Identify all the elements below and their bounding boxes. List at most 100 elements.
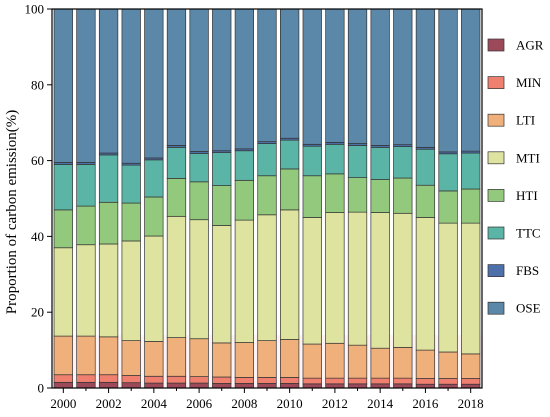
bar-hti-2001 bbox=[76, 205, 96, 246]
bar-ose-2018 bbox=[461, 8, 481, 152]
bar-ose-2000 bbox=[53, 8, 73, 163]
bar-lti-2010 bbox=[280, 339, 300, 378]
bar-agr-2003 bbox=[121, 382, 141, 389]
bar-agr-2012 bbox=[325, 383, 345, 389]
x-tick-label: 2018 bbox=[458, 396, 484, 411]
bars-group bbox=[53, 8, 481, 389]
legend-label-ttc: TTC bbox=[516, 226, 541, 241]
bar-min-2015 bbox=[393, 377, 413, 385]
bar-min-2011 bbox=[302, 377, 322, 385]
bar-agr-2008 bbox=[234, 383, 254, 389]
bar-ttc-2000 bbox=[53, 164, 73, 211]
bar-ttc-2004 bbox=[144, 159, 164, 198]
bar-min-2002 bbox=[98, 374, 119, 383]
bar-hti-2014 bbox=[370, 179, 390, 213]
x-tick-label: 2000 bbox=[50, 396, 76, 411]
y-tick-label: 60 bbox=[31, 153, 44, 168]
bar-ttc-2012 bbox=[325, 143, 345, 175]
x-tick-label: 2010 bbox=[277, 396, 303, 411]
bar-lti-2015 bbox=[393, 347, 413, 379]
bar-ttc-2018 bbox=[461, 152, 481, 190]
bar-ose-2001 bbox=[76, 8, 96, 163]
bar-ose-2014 bbox=[370, 8, 390, 146]
bar-ose-2006 bbox=[189, 8, 209, 152]
x-tick-label: 2014 bbox=[367, 396, 394, 411]
bar-min-2013 bbox=[347, 377, 368, 385]
bar-mti-2013 bbox=[347, 211, 368, 346]
bar-min-2009 bbox=[257, 377, 277, 384]
bar-ttc-2002 bbox=[98, 154, 119, 203]
bar-hti-2006 bbox=[189, 181, 209, 221]
bar-ose-2016 bbox=[415, 8, 436, 148]
bar-lti-2000 bbox=[53, 335, 73, 376]
bar-min-2008 bbox=[234, 377, 254, 384]
bar-hti-2002 bbox=[98, 201, 119, 245]
bar-min-2014 bbox=[370, 377, 390, 385]
bar-agr-2009 bbox=[257, 383, 277, 389]
bar-hti-2013 bbox=[347, 177, 368, 213]
bar-ose-2008 bbox=[234, 8, 254, 150]
bar-min-2012 bbox=[325, 377, 345, 385]
bar-ose-2011 bbox=[302, 8, 322, 145]
bar-ttc-2010 bbox=[280, 139, 300, 170]
bar-mti-2016 bbox=[415, 217, 436, 351]
bar-ttc-2003 bbox=[121, 164, 141, 204]
bar-agr-2011 bbox=[302, 383, 322, 389]
bar-lti-2003 bbox=[121, 340, 141, 376]
bar-min-2010 bbox=[280, 377, 300, 384]
bar-hti-2005 bbox=[166, 178, 187, 217]
bar-mti-2009 bbox=[257, 214, 277, 341]
bar-ose-2012 bbox=[325, 8, 345, 143]
bar-ose-2003 bbox=[121, 8, 141, 164]
legend-label-mti: MTI bbox=[516, 150, 540, 165]
bar-ttc-2001 bbox=[76, 164, 96, 207]
bar-hti-2008 bbox=[234, 179, 254, 221]
bar-hti-2004 bbox=[144, 196, 164, 237]
bar-mti-2000 bbox=[53, 247, 73, 337]
bar-ttc-2007 bbox=[212, 152, 232, 186]
legend-label-lti: LTI bbox=[516, 113, 535, 128]
legend-swatch-mti bbox=[487, 151, 505, 165]
bar-lti-2017 bbox=[438, 351, 458, 379]
bar-min-2001 bbox=[76, 374, 96, 383]
bar-hti-2015 bbox=[393, 177, 413, 214]
bar-agr-2014 bbox=[370, 383, 390, 389]
bar-min-2006 bbox=[189, 376, 209, 384]
x-tick-label: 2006 bbox=[186, 396, 213, 411]
bar-ttc-2014 bbox=[370, 146, 390, 180]
bar-mti-2008 bbox=[234, 219, 254, 343]
bar-ose-2007 bbox=[212, 8, 232, 152]
bar-agr-2006 bbox=[189, 382, 209, 389]
bar-agr-2004 bbox=[144, 382, 164, 389]
bar-lti-2002 bbox=[98, 336, 119, 376]
bar-lti-2011 bbox=[302, 343, 322, 379]
bar-lti-2009 bbox=[257, 340, 277, 378]
bar-lti-2008 bbox=[234, 342, 254, 378]
bar-lti-2012 bbox=[325, 342, 345, 379]
bar-mti-2017 bbox=[438, 222, 458, 353]
legend-label-min: MIN bbox=[516, 75, 542, 90]
legend-swatch-ttc bbox=[487, 226, 505, 240]
x-tick-label: 2016 bbox=[412, 396, 439, 411]
bar-lti-2001 bbox=[76, 335, 96, 376]
bar-mti-2004 bbox=[144, 235, 164, 342]
bar-ttc-2006 bbox=[189, 153, 209, 183]
bar-hti-2007 bbox=[212, 185, 232, 226]
bar-ose-2005 bbox=[166, 8, 187, 146]
bar-hti-2003 bbox=[121, 202, 141, 242]
legend-swatch-ose bbox=[487, 301, 505, 315]
legend-swatch-min bbox=[487, 76, 505, 89]
x-tick-label: 2002 bbox=[96, 396, 122, 411]
bar-hti-2017 bbox=[438, 190, 458, 224]
x-tick-label: 2004 bbox=[141, 396, 168, 411]
bar-agr-2007 bbox=[212, 383, 232, 389]
bar-hti-2000 bbox=[53, 209, 73, 249]
bar-hti-2010 bbox=[280, 168, 300, 211]
bar-min-2004 bbox=[144, 375, 164, 384]
bar-hti-2011 bbox=[302, 175, 322, 218]
bar-mti-2010 bbox=[280, 209, 300, 340]
bar-ose-2002 bbox=[98, 8, 119, 154]
bar-ttc-2009 bbox=[257, 143, 277, 177]
y-tick-label: 20 bbox=[31, 305, 44, 320]
